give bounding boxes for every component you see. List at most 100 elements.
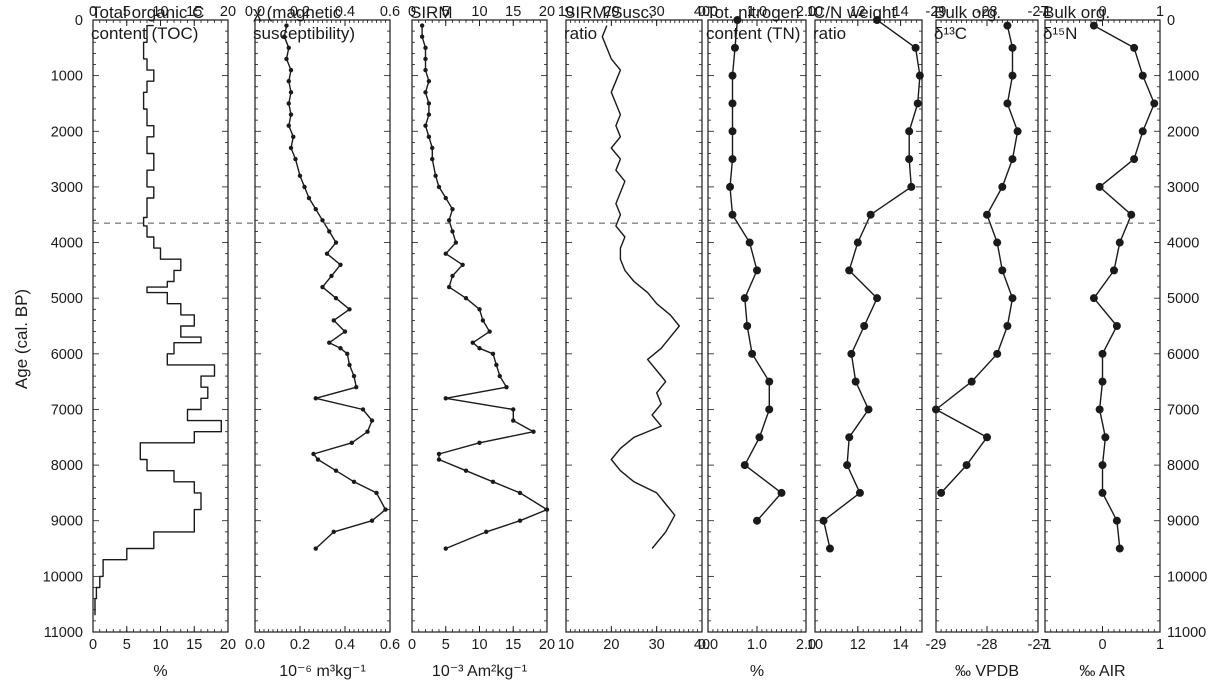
- data-point: [450, 229, 455, 234]
- data-point: [293, 156, 298, 162]
- panel-5: Tot. nitrogen content (TN) 0.0 0.0 1.0 1.0 2.0…: [698, 3, 816, 680]
- data-point: [338, 346, 343, 351]
- data-point: [1098, 377, 1107, 386]
- panel-2: χ (magnetic susceptibility) 0.0 0.0 0.2 0.2 0.…: [245, 3, 400, 680]
- x-tick-label-top: 10: [807, 4, 823, 20]
- data-point: [1138, 127, 1147, 136]
- panel-title-line: content (TOC): [91, 24, 198, 43]
- data-point: [324, 251, 330, 256]
- data-point: [1008, 43, 1017, 52]
- data-point: [306, 195, 312, 201]
- data-point: [347, 362, 352, 368]
- data-point: [315, 457, 321, 462]
- panel-8: Bulk org. δ¹⁵N -1 -1 0 0 1 1 ‰ AIR: [1039, 3, 1164, 680]
- data-point: [864, 405, 873, 414]
- data-point: [426, 79, 432, 84]
- data-point: [1127, 210, 1136, 219]
- x-tick-label-top: 0: [408, 4, 416, 20]
- age-axis-right: 0 1000 2000 3000 4000 5000 6000 7000 8000 9000 100…: [1167, 13, 1207, 641]
- data-point: [365, 429, 370, 434]
- panel-title-line: ratio: [813, 24, 846, 43]
- data-point: [1008, 155, 1017, 164]
- data-point: [1112, 516, 1121, 525]
- x-tick-label-bottom: -1: [1039, 637, 1052, 653]
- x-tick-label-bottom: 2.0: [796, 637, 816, 653]
- panel-1: Total organic C content (TOC) 0 0 5 5 10 10 15 15…: [89, 3, 236, 680]
- data-point: [845, 266, 854, 275]
- x-tick-label-top: -28: [977, 4, 998, 20]
- x-tick-label-bottom: 10: [152, 637, 168, 653]
- panel-frame: [565, 19, 703, 633]
- data-point: [302, 184, 307, 190]
- x-tick-label-top: 10: [558, 4, 574, 20]
- data-point: [460, 262, 465, 267]
- x-tick-label-top: 15: [186, 4, 202, 20]
- data-point: [1138, 71, 1147, 80]
- data-point: [354, 385, 359, 390]
- data-point: [866, 210, 875, 219]
- x-tick-label-bottom: 10: [471, 637, 487, 653]
- panel-7: Bulk org. δ¹³C -29 -29 -28 -28 -27 -27 ‰ VPDB: [926, 3, 1049, 680]
- data-point: [333, 240, 339, 245]
- data-point: [843, 461, 852, 470]
- data-point: [905, 127, 914, 136]
- data-point: [845, 433, 854, 442]
- data-point: [494, 362, 499, 368]
- x-unit-label: ‰ VPDB: [955, 663, 1019, 680]
- series-line: [94, 24, 222, 616]
- data-point: [962, 461, 971, 470]
- data-point: [369, 418, 375, 423]
- x-tick-label-bottom: 20: [220, 637, 236, 653]
- panel-4: SIRM/Susc. ratio 10 10 20 20 30 30 40 40: [558, 3, 710, 653]
- data-point: [765, 405, 774, 414]
- data-point: [342, 329, 348, 334]
- data-point: [907, 182, 916, 191]
- x-unit-label: %: [153, 663, 167, 680]
- panel-title-line: Tot. nitrogen: [706, 3, 800, 22]
- panel-frame: [1044, 19, 1161, 633]
- data-point: [1095, 182, 1104, 191]
- data-point: [349, 440, 354, 446]
- data-point: [313, 206, 318, 212]
- data-point: [733, 16, 742, 24]
- x-tick-label-top: -29: [926, 4, 947, 20]
- age-tick-label: 9000: [51, 514, 83, 530]
- age-axis-label: Age (cal. BP): [12, 289, 31, 389]
- data-point: [311, 451, 316, 457]
- data-point: [726, 182, 735, 191]
- data-point: [1110, 266, 1118, 275]
- data-point: [998, 266, 1007, 275]
- data-point: [470, 340, 475, 345]
- data-point: [477, 307, 482, 312]
- data-point: [1089, 294, 1098, 303]
- data-point: [345, 351, 350, 357]
- data-point: [480, 318, 486, 323]
- panel-frame: [411, 19, 548, 633]
- data-point: [423, 56, 428, 62]
- data-point: [426, 101, 432, 106]
- data-point: [284, 56, 289, 62]
- data-point: [430, 145, 435, 151]
- panel-frame: [92, 19, 229, 633]
- data-point: [728, 99, 737, 108]
- data-point: [1089, 21, 1098, 30]
- data-point: [911, 43, 920, 52]
- data-point: [333, 295, 339, 301]
- data-point: [1130, 155, 1139, 164]
- data-point: [993, 349, 1002, 358]
- age-tick-label: 2000: [51, 124, 83, 140]
- data-point: [544, 507, 550, 512]
- series-line: [1093, 24, 1155, 549]
- data-point: [436, 451, 442, 457]
- x-tick-label-bottom: 20: [603, 637, 619, 653]
- data-point: [1013, 127, 1022, 136]
- data-point: [728, 210, 737, 219]
- panel-title-line: SIRM/Susc.: [564, 3, 654, 22]
- data-point: [327, 340, 332, 345]
- data-point: [477, 346, 482, 351]
- age-tick-label-right: 2000: [1167, 124, 1199, 140]
- x-tick-label-top: 1.0: [747, 4, 767, 20]
- data-point: [284, 23, 289, 28]
- data-point: [490, 479, 496, 484]
- data-point: [443, 251, 448, 256]
